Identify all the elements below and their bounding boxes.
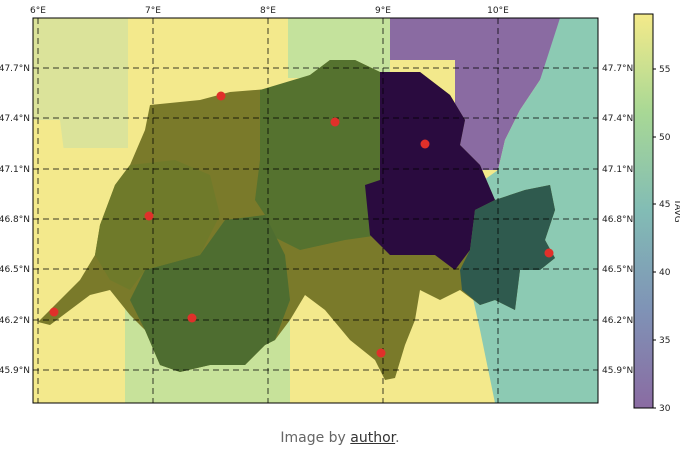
caption-suffix: . xyxy=(395,430,400,446)
colorbar: 55 50 45 40 35 30 TAVG xyxy=(633,13,680,414)
lat-label-right: 47.4°N xyxy=(602,114,633,124)
lat-label-right: 47.1°N xyxy=(602,165,633,175)
station-marker xyxy=(420,139,430,149)
station-marker xyxy=(187,313,197,323)
map-border xyxy=(32,17,599,404)
lat-label-left: 47.7°N xyxy=(0,64,30,74)
lat-label-right: 46.5°N xyxy=(602,265,633,275)
field-cell-ne-cold xyxy=(390,18,598,170)
lat-label-left: 46.8°N xyxy=(0,215,30,225)
colorbar-tick: 30 xyxy=(659,404,671,414)
lat-label-right: 47.7°N xyxy=(602,64,633,74)
colorbar-tick: 55 xyxy=(659,65,670,75)
region-west-olive xyxy=(95,160,220,290)
lat-label-left: 46.5°N xyxy=(0,265,30,275)
colorbar-tick: 45 xyxy=(659,200,670,210)
region-central-green xyxy=(255,60,380,250)
region-engadin xyxy=(460,185,555,310)
colorbar-label: TAVG xyxy=(672,198,680,223)
lat-label-right: 45.9°N xyxy=(602,366,633,376)
region-graubunden-cold xyxy=(365,72,495,270)
lon-label: 9°E xyxy=(375,6,391,16)
image-caption: Image by author. xyxy=(0,430,680,446)
station-marker xyxy=(144,211,154,221)
station-marker xyxy=(376,348,386,358)
caption-prefix: Image by xyxy=(280,430,351,446)
lon-label: 6°E xyxy=(30,6,46,16)
lon-label: 10°E xyxy=(487,6,509,16)
station-marker xyxy=(216,91,226,101)
map-area xyxy=(33,18,598,403)
colorbar-tick: 50 xyxy=(659,133,671,143)
station-marker xyxy=(330,117,340,127)
colorbar-gradient xyxy=(633,13,654,409)
map-figure: 6°E 7°E 8°E 9°E 10°E 47.7°N 47.4°N 47.1°… xyxy=(0,6,680,414)
author-link[interactable]: author xyxy=(350,430,396,446)
colorbar-tick: 35 xyxy=(659,336,670,346)
lat-label-left: 46.2°N xyxy=(0,316,30,326)
lat-label-left: 47.4°N xyxy=(0,114,30,124)
station-marker xyxy=(544,248,554,258)
colorbar-tick: 40 xyxy=(659,268,671,278)
lat-label-right: 46.8°N xyxy=(602,215,633,225)
lon-label: 7°E xyxy=(145,6,161,16)
lat-label-left: 45.9°N xyxy=(0,366,30,376)
lat-label-left: 47.1°N xyxy=(0,165,30,175)
station-marker xyxy=(49,307,59,317)
lat-label-right: 46.2°N xyxy=(602,316,633,326)
lon-label: 8°E xyxy=(260,6,276,16)
region-valais xyxy=(130,215,290,372)
field-cell-w xyxy=(33,120,80,290)
